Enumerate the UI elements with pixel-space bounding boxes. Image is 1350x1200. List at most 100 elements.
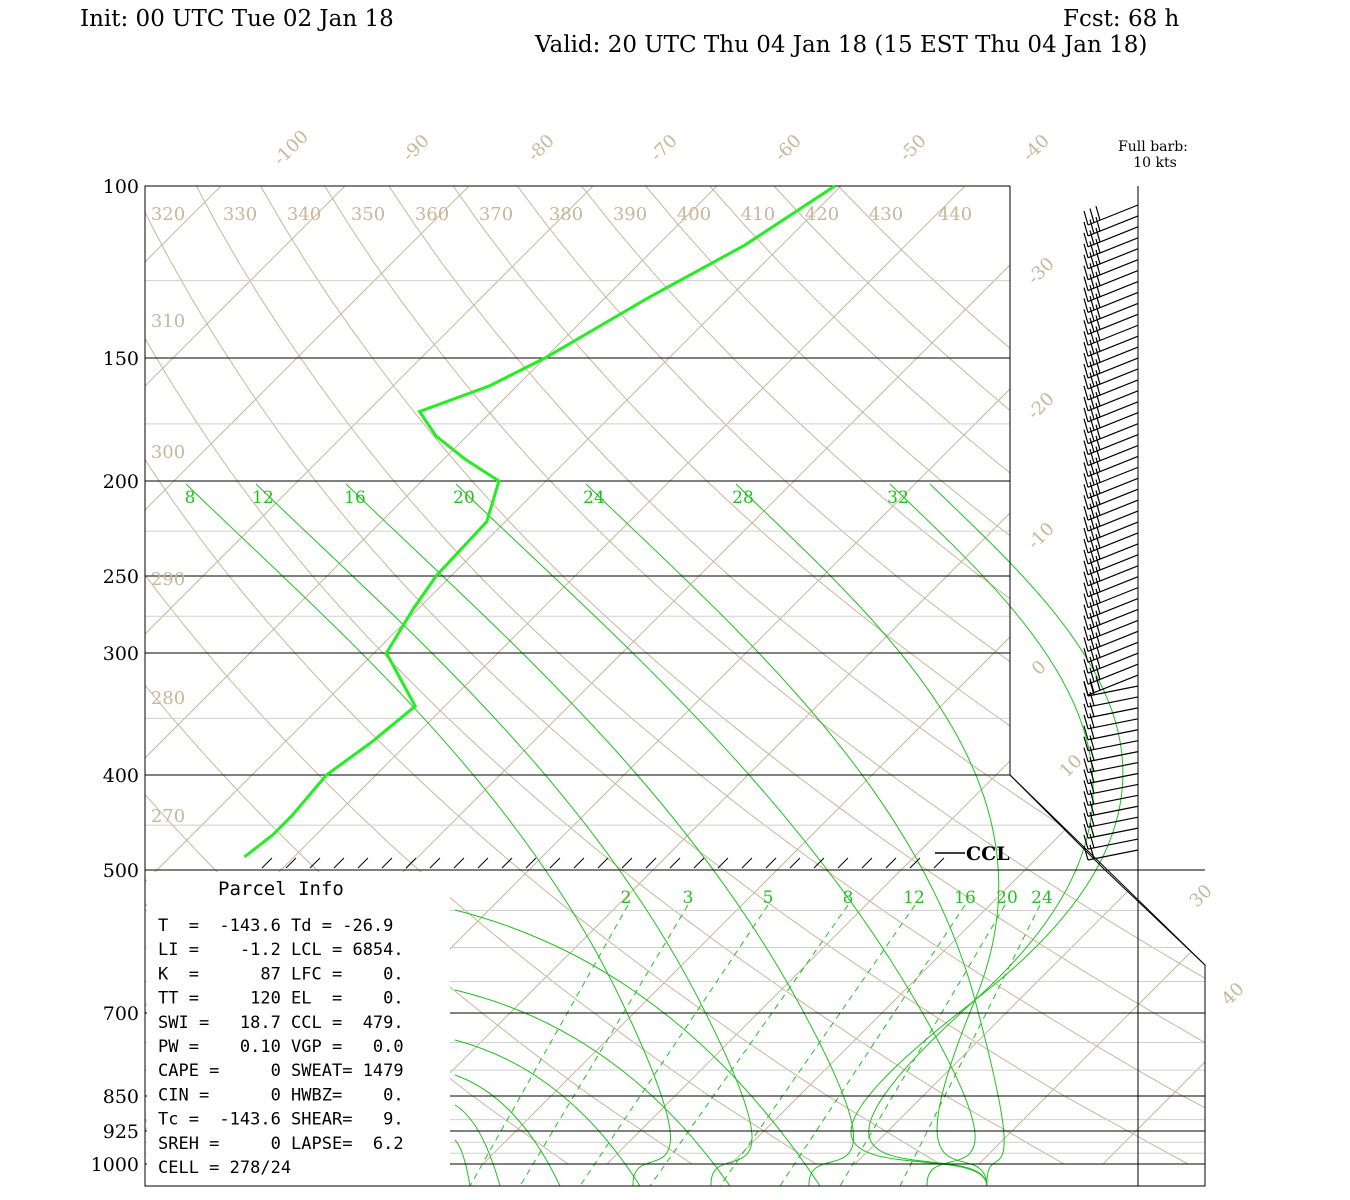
theta-label: 270: [151, 806, 185, 827]
wind-barb-staff: [1087, 576, 1139, 598]
hatch-mark: [501, 857, 513, 869]
wind-barb-flag: [1095, 304, 1101, 319]
wind-barbs: [1083, 204, 1139, 861]
wind-barb-staff: [1087, 630, 1139, 652]
wind-barb-staff: [1087, 729, 1139, 741]
wind-barb-flag: [1095, 654, 1101, 669]
hatch-mark: [741, 857, 753, 869]
wind-barb-flag: [1089, 800, 1095, 816]
wind-barb-flag: [1095, 534, 1101, 549]
parcel-info-row: K = 87 LFC = 0.: [158, 964, 404, 984]
moist-adiabat-lower: [454, 909, 821, 1187]
wind-barb-flag: [1095, 676, 1101, 691]
wind-barb-flag: [1089, 306, 1095, 322]
wind-barb-staff: [1087, 718, 1139, 730]
theta-label: 380: [549, 204, 583, 225]
wind-barb-flag: [1095, 435, 1101, 450]
mixing-ratio-line: [719, 904, 916, 1187]
temperature-profile: [243, 184, 836, 859]
wind-barb-flag: [1083, 309, 1089, 324]
mixing-ratio-line: [649, 904, 849, 1187]
wind-barb-flag: [1089, 713, 1095, 728]
wind-barb-staff: [1087, 302, 1139, 324]
hatch-mark: [429, 857, 441, 869]
wind-barb-flag: [1089, 470, 1095, 486]
theta-e-label: 32: [887, 488, 909, 508]
mixing-ratio-label: 20: [996, 888, 1018, 908]
wind-barb-flag: [1095, 238, 1101, 254]
wind-barb-staff: [1087, 401, 1139, 423]
wind-barb-staff: [1087, 565, 1139, 587]
wind-barb-flag: [1089, 525, 1095, 540]
theta-label: 410: [741, 204, 775, 225]
wind-barb-flag: [1089, 612, 1095, 628]
wind-barb-staff: [1087, 390, 1139, 412]
wind-barb-flag: [1089, 295, 1095, 311]
wind-barb-flag: [1089, 448, 1095, 464]
wind-barb-flag: [1089, 492, 1095, 508]
parcel-info-row: TT = 120 EL = 0.: [158, 989, 404, 1009]
wind-barb-flag: [1083, 276, 1089, 291]
wind-barb-flag: [1089, 317, 1095, 333]
theta-label: 370: [479, 204, 513, 225]
wind-barb-flag: [1095, 566, 1101, 582]
mixing-ratio-label: 2: [621, 888, 632, 908]
wind-barb-flag: [1083, 769, 1089, 784]
wind-barb-flag: [1083, 473, 1089, 488]
wind-barb-flag: [1083, 440, 1089, 455]
isotherm-label: -60: [770, 130, 805, 165]
theta-label: 340: [287, 204, 321, 225]
wind-barb-staff: [1087, 291, 1139, 314]
theta-e-label: 16: [344, 488, 366, 508]
wind-barb-staff: [1087, 423, 1139, 445]
moist-adiabat: [455, 483, 976, 1187]
wind-barb-flag: [1083, 813, 1089, 828]
wind-barb-flag: [1089, 438, 1095, 453]
wind-barb-flag: [1089, 768, 1095, 783]
wind-barb-flag: [1083, 681, 1089, 697]
theta-label: 330: [223, 204, 257, 225]
hatch-mark: [285, 857, 297, 869]
wind-barb-flag: [1089, 503, 1095, 518]
hatch-mark: [885, 857, 897, 869]
isotherm-label: 10: [1056, 751, 1087, 782]
wind-barb-staff: [1087, 444, 1139, 467]
wind-barb-flag: [1095, 249, 1101, 265]
wind-barb-flag: [1089, 569, 1095, 584]
parcel-info-row: CIN = 0 HWBZ= 0.: [158, 1085, 404, 1105]
wind-barb-flag: [1089, 416, 1095, 431]
parcel-info-row: SWI = 18.7 CCL = 479.: [158, 1013, 404, 1033]
dry-adiabat: [388, 186, 1205, 1165]
mixing-ratio-label: 8: [843, 888, 854, 908]
isotherm-label: 40: [1218, 979, 1249, 1010]
wind-barb-flag: [1083, 221, 1089, 237]
wind-barb-flag: [1083, 637, 1089, 652]
wind-barb-flag: [1089, 405, 1095, 420]
wind-barb-flag: [1083, 736, 1089, 751]
wind-barb-flag: [1095, 512, 1101, 527]
wind-barb-flag: [1083, 538, 1089, 554]
hatch-mark: [357, 857, 369, 869]
wind-barb-flag: [1083, 527, 1089, 543]
isotherm-label: -100: [269, 126, 312, 169]
wind-barb-flag: [1095, 216, 1101, 232]
isotherm-label: -50: [895, 130, 930, 165]
moist-adiabat-lower: [454, 1139, 471, 1187]
hatch-mark: [405, 857, 417, 869]
wind-barb-flag: [1095, 391, 1101, 407]
wind-barb-flag: [1095, 555, 1101, 571]
wind-barb-flag: [1083, 254, 1089, 269]
mixing-ratio-label: 12: [903, 888, 925, 908]
ccl-marker: CCL: [935, 843, 1010, 865]
wind-barb-flag: [1083, 648, 1089, 663]
init-time: Init: 00 UTC Tue 02 Jan 18: [80, 6, 394, 32]
wind-barb-flag: [1095, 599, 1101, 614]
wind-barb-flag: [1089, 757, 1095, 772]
pressure-label: 500: [103, 860, 139, 882]
theta-label: 280: [151, 688, 185, 709]
wind-barb-staff: [1087, 543, 1139, 565]
wind-barb-staff: [1087, 204, 1139, 226]
hatch-mark: [765, 857, 777, 869]
moist-adiabat-lower: [454, 1104, 501, 1187]
isotherm-label: -70: [646, 130, 681, 165]
